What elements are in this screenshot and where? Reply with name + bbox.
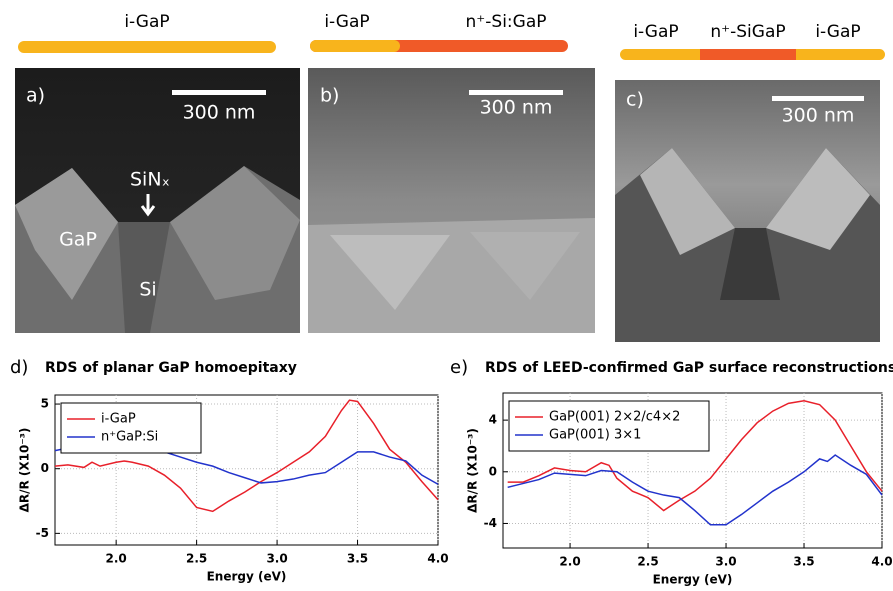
- x-tick-label: 4.0: [427, 552, 448, 566]
- layer-bar: [18, 41, 276, 53]
- x-tick-label: 2.5: [637, 555, 658, 569]
- bar-label: i-GaP: [633, 22, 678, 42]
- scale-label: 300 nm: [183, 102, 256, 124]
- panel-letter: d): [10, 357, 28, 378]
- scale-bar: [772, 96, 864, 101]
- y-axis-label: ΔR/R (X10⁻³): [18, 428, 32, 513]
- sem-label: Si: [139, 279, 156, 301]
- x-tick-label: 3.5: [793, 555, 814, 569]
- bar-label: n⁺-SiGaP: [710, 22, 785, 42]
- legend-label: i-GaP: [101, 412, 136, 427]
- y-tick-label: 5: [41, 397, 49, 411]
- bar-label: i-GaP: [815, 22, 860, 42]
- x-tick-label: 3.0: [715, 555, 736, 569]
- legend-label: GaP(001) 3×1: [549, 428, 641, 443]
- chart-title: RDS of LEED-confirmed GaP surface recons…: [485, 360, 893, 376]
- scale-label: 300 nm: [480, 97, 553, 119]
- x-tick-label: 4.0: [871, 555, 892, 569]
- panel-letter: e): [450, 357, 468, 378]
- panel-letter: c): [626, 89, 644, 111]
- sem-label: SiNₓ: [130, 169, 170, 191]
- y-axis-label: ΔR/R (X10⁻³): [466, 428, 480, 513]
- y-tick-label: -5: [36, 526, 49, 540]
- chart-title: RDS of planar GaP homoepitaxy: [45, 360, 297, 376]
- bar-label: i-GaP: [124, 12, 169, 32]
- scale-bar: [172, 90, 266, 95]
- figure: i-GaP i-GaP n⁺-Si:GaP i-GaP n⁺-SiGaP i-G…: [0, 0, 893, 591]
- x-tick-label: 2.5: [186, 552, 207, 566]
- x-tick-label: 2.0: [559, 555, 580, 569]
- y-tick-label: 0: [41, 461, 49, 475]
- layer-bar: [700, 49, 796, 60]
- legend: [509, 401, 709, 451]
- legend-label: n⁺GaP:Si: [101, 430, 158, 445]
- bar-label: n⁺-Si:GaP: [466, 12, 547, 32]
- y-tick-label: -4: [484, 516, 497, 530]
- x-tick-label: 3.5: [347, 552, 368, 566]
- legend: [61, 403, 201, 453]
- y-tick-label: 0: [489, 464, 497, 478]
- legend-label: GaP(001) 2×2/c4×2: [549, 410, 680, 425]
- scale-bar: [469, 90, 563, 95]
- panel-letter: a): [26, 85, 45, 107]
- x-tick-label: 3.0: [266, 552, 287, 566]
- sem-label: GaP: [59, 229, 97, 251]
- sem-image: [15, 68, 300, 333]
- layer-bar: [310, 40, 400, 52]
- panel-letter: b): [320, 85, 339, 107]
- x-axis-label: Energy (eV): [207, 570, 287, 584]
- y-tick-label: 4: [489, 413, 497, 427]
- scale-label: 300 nm: [782, 105, 855, 127]
- x-tick-label: 2.0: [106, 552, 127, 566]
- bar-label: i-GaP: [324, 12, 369, 32]
- x-axis-label: Energy (eV): [653, 573, 733, 587]
